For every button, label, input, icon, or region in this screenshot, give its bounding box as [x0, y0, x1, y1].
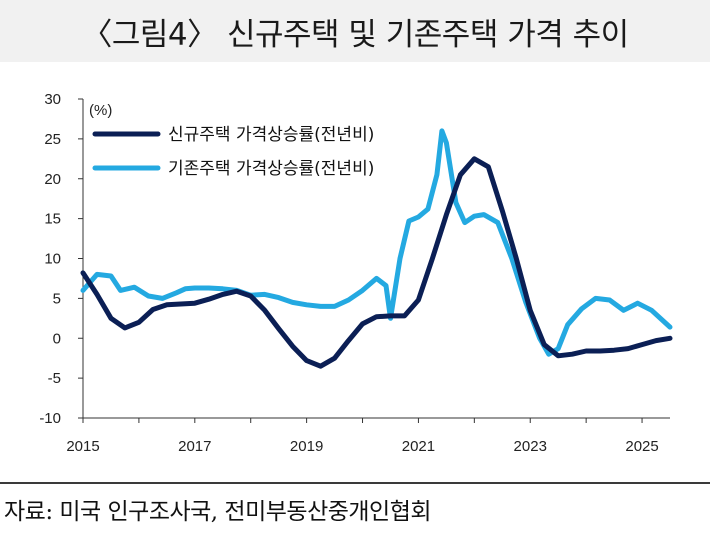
- legend-label-1: 신규주택 가격상승률(전년비): [168, 125, 374, 145]
- y-tick-label: -10: [39, 410, 61, 427]
- x-tick-label: 2015: [66, 438, 99, 455]
- series-lines: [80, 128, 673, 369]
- y-tick-label: 5: [53, 290, 61, 307]
- unit-label: (%): [89, 102, 112, 119]
- title-bar: 〈그림4〉 신규주택 및 기존주택 가격 추이: [0, 0, 710, 62]
- chart-title: 〈그림4〉 신규주택 및 기존주택 가격 추이: [81, 16, 629, 53]
- y-tick-label: 20: [44, 171, 61, 188]
- x-tick-label: 2023: [514, 438, 547, 455]
- y-tick-label: 25: [44, 131, 61, 148]
- source-note: 자료: 미국 인구조사국, 전미부동산중개인협회: [4, 499, 432, 525]
- legend-label-2: 기존주택 가격상승률(전년비): [168, 159, 374, 179]
- x-tick-label: 2025: [625, 438, 658, 455]
- x-tick-label: 2019: [290, 438, 323, 455]
- y-tick-label: 15: [44, 211, 61, 228]
- series-line-2: [80, 128, 673, 357]
- legend: 신규주택 가격상승률(전년비) 기존주택 가격상승률(전년비): [92, 125, 374, 179]
- y-tick-label: 10: [44, 251, 61, 268]
- y-tick-label: 30: [44, 91, 61, 108]
- x-tick-label: 2021: [402, 438, 435, 455]
- series-line-1: [80, 156, 673, 369]
- y-tick-label: -5: [48, 370, 61, 387]
- x-tick-label: 2017: [178, 438, 211, 455]
- y-tick-label: 0: [53, 330, 61, 347]
- footer-divider: [0, 482, 710, 484]
